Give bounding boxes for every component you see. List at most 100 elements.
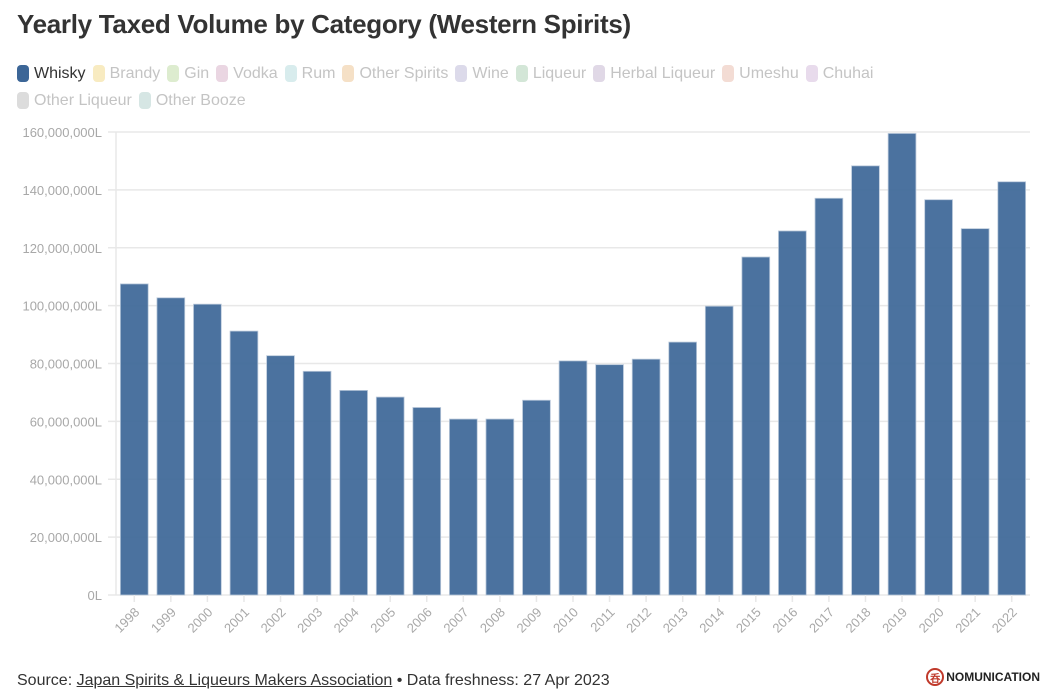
legend-item-other-spirits[interactable]: Other Spirits: [342, 62, 448, 85]
footer: Source: Japan Spirits & Liqueurs Makers …: [17, 672, 610, 690]
legend-label: Chuhai: [822, 65, 874, 82]
chart-title: Yearly Taxed Volume by Category (Western…: [17, 9, 631, 39]
x-tick-label: 1998: [111, 605, 142, 636]
legend-label: Whisky: [34, 65, 86, 82]
x-tick-label: 2010: [550, 605, 581, 636]
legend-label: Other Liqueur: [34, 92, 132, 109]
legend-item-umeshu[interactable]: Umeshu: [722, 62, 799, 85]
legend-label: Umeshu: [739, 65, 799, 82]
x-tick-label: 2021: [952, 605, 983, 636]
bar-2003[interactable]: [302, 370, 332, 596]
x-tick-label: 2011: [587, 605, 617, 635]
bar-1998[interactable]: [119, 283, 149, 596]
legend-item-other-liqueur[interactable]: Other Liqueur: [17, 89, 132, 112]
source-link[interactable]: Japan Spirits & Liqueurs Makers Associat…: [76, 672, 393, 689]
bar-2016[interactable]: [778, 230, 807, 596]
x-tick-label: 2014: [696, 605, 727, 636]
x-tick-label: 2019: [879, 605, 910, 636]
bar-2022[interactable]: [997, 181, 1027, 596]
x-tick-label: 2015: [733, 605, 764, 636]
legend-swatch: [805, 65, 818, 82]
bar-2019[interactable]: [887, 133, 917, 596]
bar-2018[interactable]: [851, 165, 880, 596]
bar-2005[interactable]: [375, 396, 405, 596]
bar-2021[interactable]: [960, 228, 990, 596]
legend-label: Liqueur: [532, 65, 587, 82]
legend-item-other-booze[interactable]: Other Booze: [138, 89, 246, 112]
x-tick-label: 2003: [294, 605, 325, 636]
legend-label: Herbal Liqueur: [610, 65, 716, 82]
x-tick-label: 2005: [367, 605, 398, 636]
legend-label: Wine: [472, 65, 509, 82]
legend-swatch: [515, 65, 528, 82]
legend-swatch: [167, 65, 180, 82]
bar-2006[interactable]: [412, 407, 442, 596]
legend: Whisky Brandy Gin Vodka Rum Other Spirits Wine…: [17, 62, 947, 116]
y-tick-label: 160,000,000L: [22, 125, 102, 140]
bar-2009[interactable]: [522, 399, 551, 596]
y-tick-label: 20,000,000L: [30, 530, 102, 545]
legend-item-whisky[interactable]: Whisky: [17, 62, 86, 85]
x-tick-label: 2017: [806, 605, 837, 636]
legend-item-brandy[interactable]: Brandy: [92, 62, 161, 85]
legend-item-vodka[interactable]: Vodka: [216, 62, 278, 85]
legend-swatch: [17, 65, 29, 82]
legend-item-rum[interactable]: Rum: [284, 62, 336, 85]
bar-2011[interactable]: [595, 364, 624, 596]
data-freshness: • Data freshness: 27 Apr 2023: [392, 672, 610, 689]
brand-name: NOMUNICATION: [946, 670, 1040, 684]
y-tick-label: 60,000,000L: [30, 414, 102, 429]
legend-label: Brandy: [109, 65, 161, 82]
legend-swatch: [138, 92, 151, 109]
x-tick-label: 2006: [404, 605, 435, 636]
bar-2001[interactable]: [229, 330, 259, 596]
y-tick-label: 40,000,000L: [30, 472, 102, 487]
legend-label: Vodka: [233, 65, 278, 82]
x-tick-label: 2002: [258, 605, 289, 636]
x-tick-label: 2020: [916, 605, 947, 636]
bar-2012[interactable]: [631, 358, 661, 596]
legend-swatch: [17, 92, 29, 109]
legend-item-herbal-liqueur[interactable]: Herbal Liqueur: [593, 62, 715, 85]
brand: 呑 NOMUNICATION: [926, 668, 1040, 686]
legend-swatch: [593, 65, 606, 82]
legend-item-gin[interactable]: Gin: [167, 62, 209, 85]
legend-swatch: [455, 65, 468, 82]
bar-2013[interactable]: [668, 341, 697, 596]
bar-2007[interactable]: [449, 418, 478, 596]
x-tick-label: 2004: [331, 605, 362, 636]
x-tick-label: 2009: [514, 605, 545, 636]
x-tick-label: 2022: [989, 605, 1020, 636]
bar-2000[interactable]: [193, 303, 222, 596]
legend-item-chuhai[interactable]: Chuhai: [805, 62, 874, 85]
legend-label: Rum: [301, 65, 336, 82]
x-tick-label: 2016: [769, 605, 800, 636]
legend-swatch: [92, 65, 105, 82]
legend-swatch: [342, 65, 355, 82]
legend-label: Other Booze: [155, 92, 246, 109]
legend-item-liqueur[interactable]: Liqueur: [515, 62, 587, 85]
x-tick-label: 2013: [660, 605, 691, 636]
y-tick-label: 120,000,000L: [22, 241, 102, 256]
x-tick-label: 2000: [184, 605, 215, 636]
bar-2008[interactable]: [485, 418, 515, 596]
bar-2010[interactable]: [558, 360, 588, 596]
bar-1999[interactable]: [156, 297, 186, 596]
bar-2015[interactable]: [741, 256, 771, 596]
bar-2017[interactable]: [814, 197, 844, 596]
y-tick-label: 140,000,000L: [22, 183, 102, 198]
y-tick-label: 100,000,000L: [22, 299, 102, 314]
bar-2002[interactable]: [266, 355, 295, 596]
bar-2020[interactable]: [924, 199, 953, 596]
y-tick-label: 80,000,000L: [30, 357, 102, 372]
x-tick-label: 2001: [221, 605, 252, 636]
nomunication-logo-icon: 呑: [926, 668, 945, 686]
legend-label: Gin: [184, 65, 210, 82]
bar-2004[interactable]: [339, 390, 368, 596]
x-tick-label: 2018: [843, 605, 874, 636]
bar-2014[interactable]: [704, 305, 734, 596]
x-tick-label: 2008: [477, 605, 508, 636]
x-tick-label: 2012: [623, 605, 654, 636]
legend-swatch: [284, 65, 297, 82]
legend-item-wine[interactable]: Wine: [455, 62, 509, 85]
